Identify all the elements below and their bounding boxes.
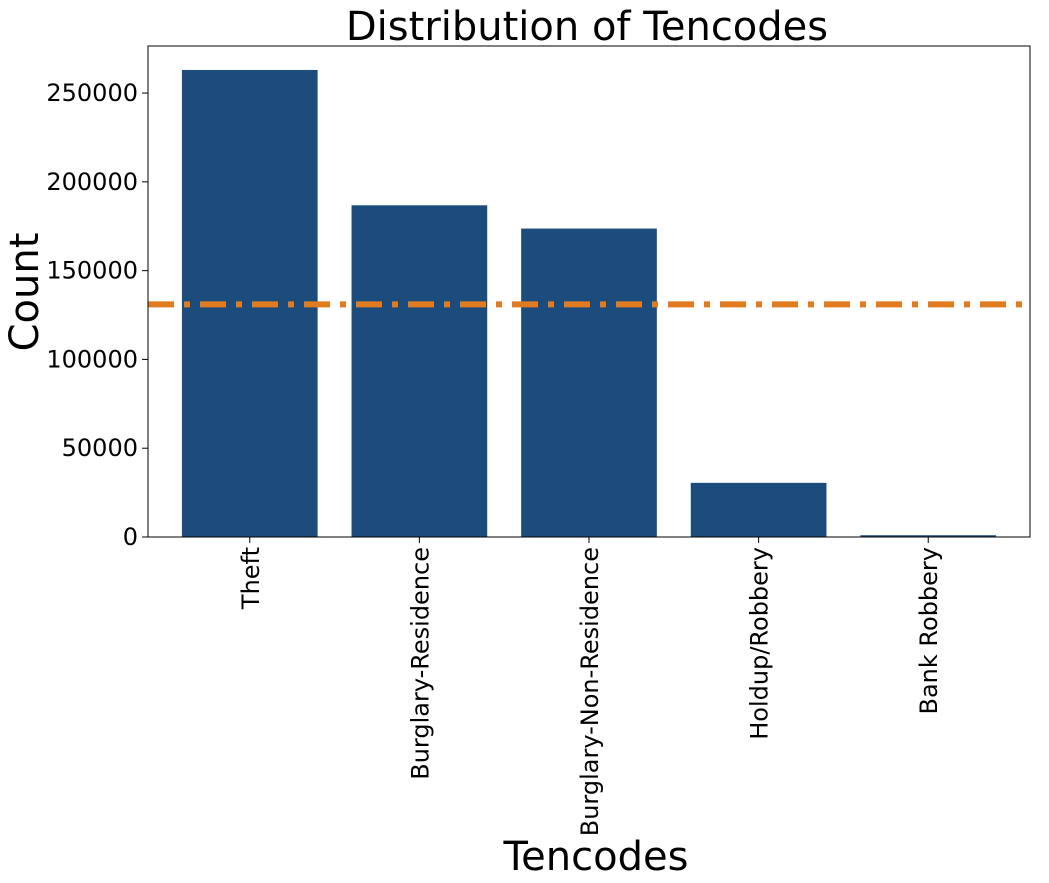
- y-tick-label: 50000: [62, 434, 138, 462]
- chart-title: Distribution of Tencodes: [346, 4, 828, 50]
- x-tick-label: Theft: [237, 547, 265, 610]
- y-tick-label: 0: [123, 523, 138, 551]
- x-tick-label: Burglary-Residence: [406, 547, 434, 780]
- y-tick-label: 150000: [46, 257, 138, 285]
- plot-frame: [147, 45, 1031, 538]
- bar-holdup-robbery: [690, 482, 827, 537]
- bar-bank-robbery: [860, 535, 997, 537]
- y-tick-label: 250000: [46, 79, 138, 107]
- y-axis: 0 50000 100000 150000 200000 250000: [46, 79, 148, 551]
- x-tick-label: Holdup/Robbery: [746, 547, 774, 740]
- y-axis-title: Count: [2, 233, 48, 352]
- x-axis: Theft Burglary-Residence Burglary-Non-Resi…: [237, 537, 943, 836]
- y-tick-label: 100000: [46, 345, 138, 373]
- x-axis-title: Tencodes: [503, 834, 689, 880]
- x-tick-label: Burglary-Non-Residence: [576, 547, 604, 836]
- bars-group: [181, 69, 997, 538]
- bar-burglary-residence: [351, 205, 488, 537]
- x-tick-label: Bank Robbery: [915, 547, 943, 715]
- bar-burglary-non-residence: [521, 228, 657, 537]
- y-tick-label: 200000: [46, 168, 138, 196]
